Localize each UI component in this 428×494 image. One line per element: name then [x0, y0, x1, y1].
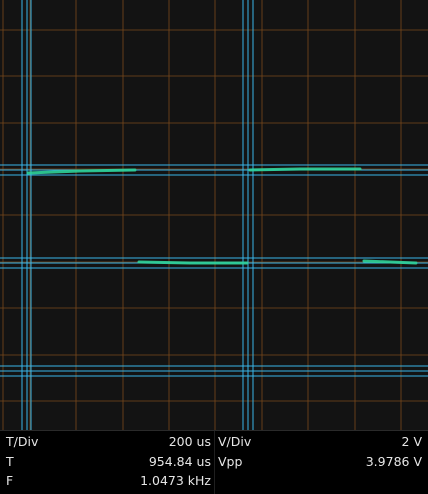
- vpp-label: Vpp: [218, 454, 243, 469]
- waveform-segment-low: [362, 259, 418, 265]
- tdiv-label: T/Div: [6, 434, 39, 449]
- waveform-traces: [26, 167, 418, 265]
- vdiv-label: V/Div: [218, 434, 252, 449]
- readout-divider: [214, 431, 215, 494]
- period-label: T: [6, 454, 14, 469]
- waveform-segment-high: [248, 167, 362, 172]
- tdiv-value: 200 us: [168, 434, 211, 449]
- frequency-label: F: [6, 473, 14, 488]
- period-value: 954.84 us: [148, 454, 211, 469]
- frequency-value: 1.0473 kHz: [140, 473, 211, 488]
- vpp-value: 3.9786 V: [365, 454, 422, 469]
- waveform-segment-low: [137, 260, 249, 265]
- waveform-segment-high: [26, 168, 137, 175]
- oscilloscope-display: [0, 0, 428, 430]
- waveform-plot: [0, 0, 428, 430]
- measurement-readout: T/Div 200 us T 954.84 us F 1.0473 kHz V/…: [0, 430, 428, 494]
- vdiv-value: 2 V: [401, 434, 422, 449]
